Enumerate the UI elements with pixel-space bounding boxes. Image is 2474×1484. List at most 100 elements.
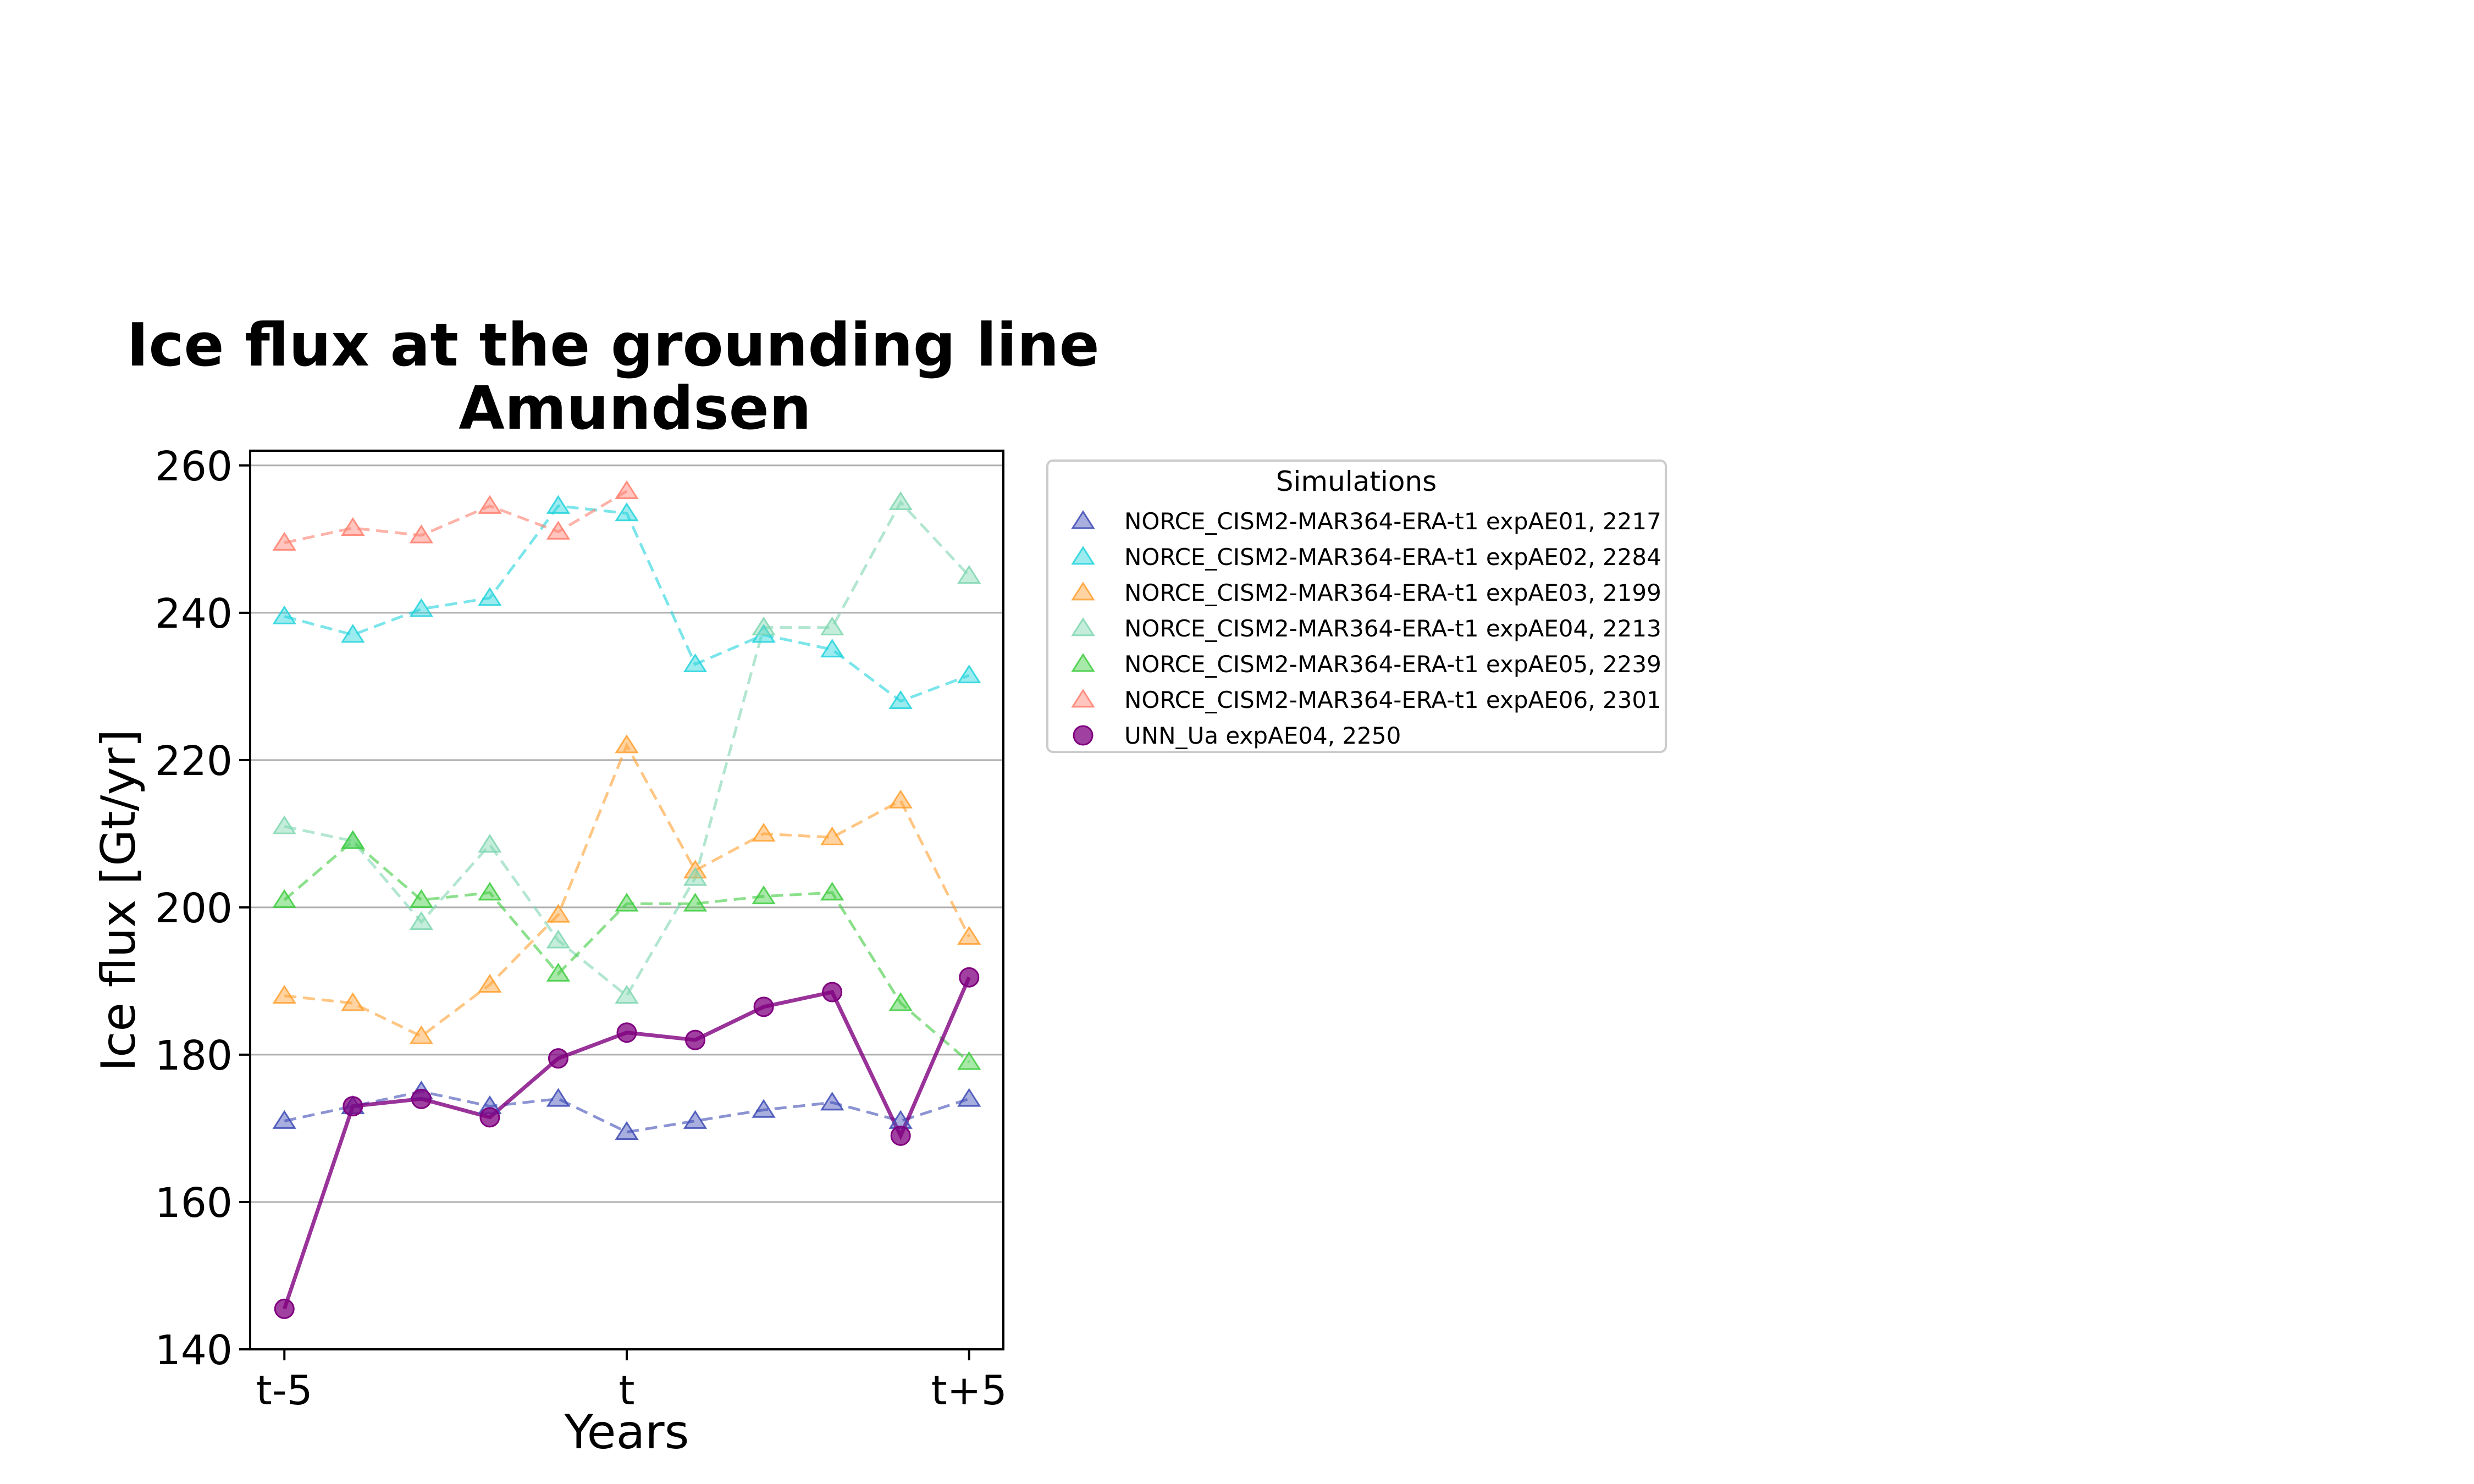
legend-marker bbox=[1071, 653, 1095, 672]
data-point bbox=[615, 480, 639, 500]
data-point bbox=[272, 1110, 297, 1129]
data-point bbox=[820, 616, 844, 635]
data-point bbox=[957, 1088, 981, 1107]
data-point bbox=[683, 867, 708, 886]
y-tick-label: 260 bbox=[155, 443, 233, 490]
y-tick-label: 200 bbox=[155, 885, 233, 932]
data-point bbox=[341, 830, 365, 849]
data-point bbox=[343, 1096, 363, 1117]
data-point bbox=[752, 1099, 776, 1118]
data-point bbox=[409, 911, 434, 931]
data-point bbox=[341, 992, 365, 1011]
data-point bbox=[957, 564, 981, 584]
data-point bbox=[615, 984, 639, 1004]
data-point bbox=[409, 598, 434, 617]
data-point bbox=[683, 893, 708, 912]
series-line-3 bbox=[284, 742, 970, 1038]
legend: Simulations NORCE_CISM2-MAR364-ERA-t1 ex… bbox=[1046, 459, 1667, 753]
data-point bbox=[820, 638, 844, 658]
legend-box bbox=[1046, 459, 1667, 753]
legend-label: NORCE_CISM2-MAR364-ERA-t1 expAE01, 2217 bbox=[1124, 508, 1661, 535]
legend-marker bbox=[1071, 582, 1095, 601]
data-point bbox=[820, 1092, 844, 1111]
data-point bbox=[409, 524, 434, 544]
data-point bbox=[683, 653, 708, 672]
data-point bbox=[888, 992, 913, 1011]
data-point bbox=[548, 1048, 568, 1069]
chart-title: Ice flux at the grounding line bbox=[126, 311, 1100, 380]
x-tick-label: t bbox=[618, 1367, 634, 1414]
data-point bbox=[752, 885, 776, 905]
data-point bbox=[546, 520, 571, 540]
data-point bbox=[546, 929, 571, 949]
y-axis-label: Ice flux [Gt/yr] bbox=[91, 729, 146, 1072]
series-line-2 bbox=[284, 504, 970, 703]
y-tick-label: 140 bbox=[155, 1327, 233, 1374]
legend-marker bbox=[1071, 546, 1095, 565]
legend-label: NORCE_CISM2-MAR364-ERA-t1 expAE02, 2284 bbox=[1124, 544, 1661, 571]
data-point bbox=[546, 904, 571, 923]
series-line-6 bbox=[284, 490, 628, 544]
y-tick-label: 180 bbox=[155, 1032, 233, 1079]
data-point bbox=[479, 1107, 500, 1128]
data-point bbox=[957, 926, 981, 945]
x-axis: t-5 t t+5 bbox=[256, 1349, 1007, 1414]
data-point bbox=[888, 491, 913, 511]
data-point bbox=[888, 690, 913, 709]
data-point bbox=[752, 822, 776, 842]
legend-label: NORCE_CISM2-MAR364-ERA-t1 expAE05, 2239 bbox=[1124, 651, 1661, 678]
series-line-4 bbox=[284, 500, 970, 998]
data-point bbox=[272, 984, 297, 1004]
legend-label: NORCE_CISM2-MAR364-ERA-t1 expAE06, 2301 bbox=[1124, 686, 1661, 713]
data-point bbox=[959, 967, 980, 988]
legend-label: NORCE_CISM2-MAR364-ERA-t1 expAE03, 2199 bbox=[1124, 579, 1661, 606]
data-point bbox=[409, 1025, 434, 1044]
data-point bbox=[272, 815, 297, 834]
data-point bbox=[615, 893, 639, 912]
y-axis: 140 160 180 200 220 240 260 bbox=[155, 443, 250, 1374]
series-markers bbox=[272, 480, 981, 1319]
data-point bbox=[957, 664, 981, 684]
data-point bbox=[752, 624, 776, 643]
data-point bbox=[341, 624, 365, 643]
x-tick-label: t+5 bbox=[931, 1367, 1007, 1414]
data-point bbox=[822, 982, 843, 1003]
series-lines bbox=[282, 490, 971, 1310]
x-axis-label: Years bbox=[564, 1405, 689, 1460]
y-tick-label: 240 bbox=[155, 590, 233, 638]
series-line-1 bbox=[284, 1090, 970, 1134]
data-point bbox=[685, 1029, 706, 1050]
data-point bbox=[274, 1298, 295, 1319]
legend-title: Simulations bbox=[1276, 466, 1437, 497]
data-point bbox=[615, 1121, 639, 1140]
data-point bbox=[615, 502, 639, 522]
data-point bbox=[272, 889, 297, 908]
legend-label: NORCE_CISM2-MAR364-ERA-t1 expAE04, 2213 bbox=[1124, 615, 1661, 642]
data-point bbox=[890, 1125, 911, 1146]
data-point bbox=[616, 1022, 637, 1043]
legend-marker bbox=[1071, 617, 1095, 636]
data-point bbox=[411, 1088, 432, 1109]
x-tick-label: t-5 bbox=[256, 1367, 313, 1414]
data-point bbox=[272, 531, 297, 551]
chart-subtitle: Amundsen bbox=[459, 374, 811, 443]
legend-marker bbox=[1073, 725, 1094, 746]
y-tick-label: 160 bbox=[155, 1180, 233, 1227]
data-point bbox=[820, 882, 844, 901]
legend-marker bbox=[1071, 510, 1095, 529]
data-point bbox=[409, 889, 434, 908]
data-point bbox=[615, 734, 639, 754]
y-tick-label: 220 bbox=[155, 738, 233, 785]
data-point bbox=[478, 973, 502, 993]
data-point bbox=[272, 605, 297, 624]
data-point bbox=[478, 587, 502, 606]
data-point bbox=[546, 962, 571, 982]
legend-label: UNN_Ua expAE04, 2250 bbox=[1124, 722, 1401, 749]
data-point bbox=[957, 1051, 981, 1070]
data-point bbox=[478, 495, 502, 514]
data-point bbox=[752, 616, 776, 635]
data-point bbox=[478, 882, 502, 901]
data-point bbox=[546, 1088, 571, 1107]
data-point bbox=[683, 1110, 708, 1129]
